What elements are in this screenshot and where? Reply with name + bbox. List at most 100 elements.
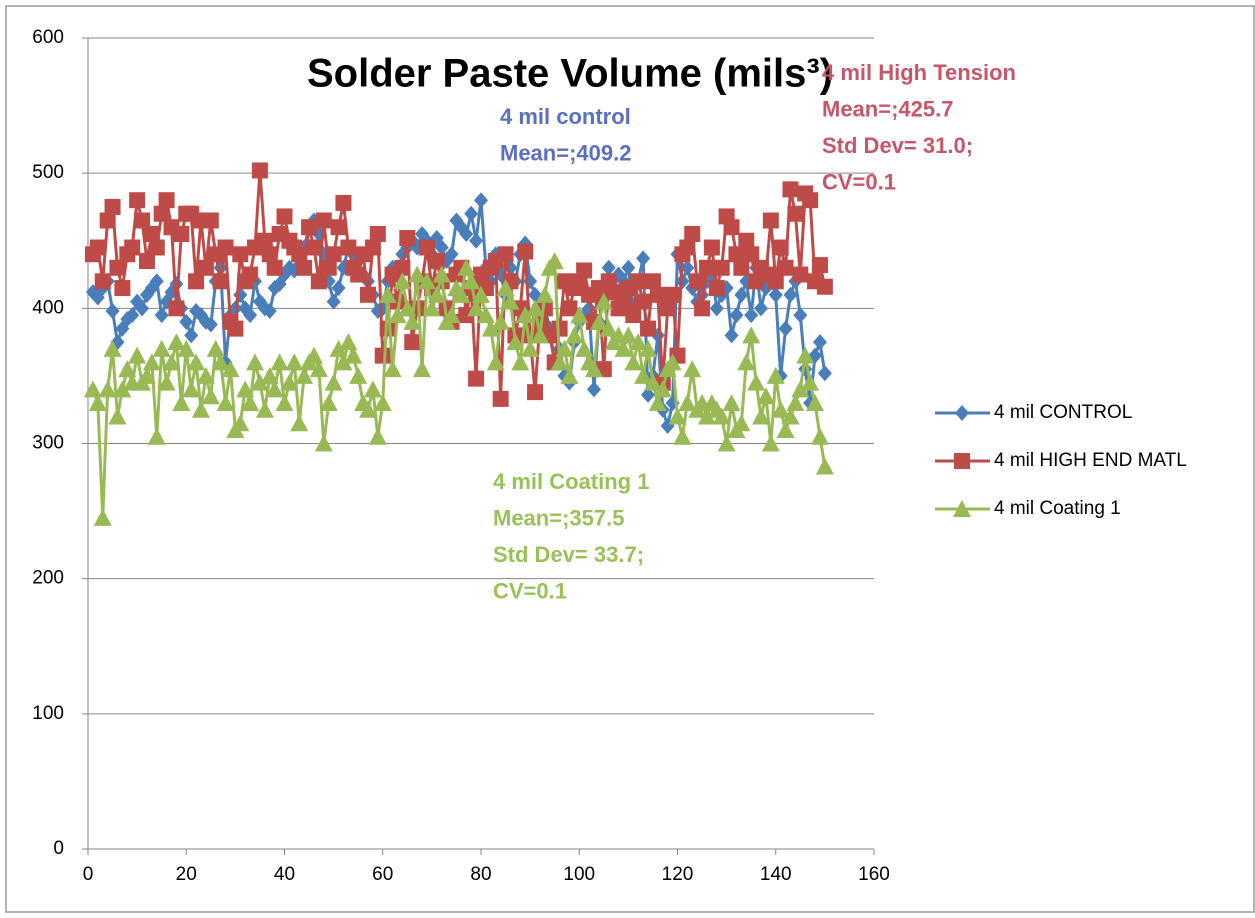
y-tick-label: 400 [32,297,64,318]
data-point [221,360,240,378]
data-point [545,252,564,270]
data-point [232,246,249,263]
data-point [206,339,225,357]
data-point [772,239,789,256]
data-point [378,285,397,303]
data-point [756,387,775,405]
data-point [444,246,459,263]
data-point [270,353,289,371]
data-point [728,246,745,263]
data-point [810,427,829,445]
data-point [212,273,229,290]
data-point [767,273,784,290]
annotation: CV=0.1 [493,578,567,603]
data-point [148,239,165,256]
data-point [363,380,382,398]
data-point [404,334,421,351]
data-point [129,192,146,209]
data-point [187,353,206,371]
x-tick-label: 20 [176,864,197,885]
data-point [565,326,584,344]
data-point [265,380,284,398]
data-point [255,400,274,418]
data-point [339,333,358,351]
data-point [134,212,151,229]
data-point [673,427,692,445]
data-point [783,286,798,303]
data-point [679,239,696,256]
data-point [815,457,834,475]
data-point [202,212,219,229]
data-point [734,286,749,303]
data-point [216,393,235,411]
data-point [689,273,706,290]
data-point [664,286,681,303]
data-point [113,380,132,398]
data-point [792,266,809,283]
data-point [173,225,190,242]
data-point [521,339,540,357]
data-point [817,365,832,382]
data-point [236,380,255,398]
data-point [109,259,126,276]
data-point [722,393,741,411]
data-point [152,339,171,357]
data-point [349,366,368,384]
data-point [368,427,387,445]
data-point [668,407,687,425]
annotation: Mean=;409.2 [500,140,631,165]
data-point [243,307,258,324]
x-tick-label: 120 [662,864,694,885]
data-point [584,360,603,378]
data-point [285,353,304,371]
data-point [791,380,810,398]
data-point [576,262,593,279]
data-point [309,360,328,378]
data-point [697,407,716,425]
data-point [801,373,820,391]
annotation: 4 mil High Tension [822,60,1016,85]
data-point [398,299,417,317]
data-point [325,246,342,263]
data-point [330,219,347,236]
data-point [118,360,137,378]
legend-label: 4 mil Coating 1 [994,498,1121,519]
data-point [555,339,574,357]
data-point [137,366,156,384]
data-point [481,319,500,337]
data-point [599,319,618,337]
data-point [771,400,790,418]
data-point [535,285,554,303]
data-point [399,230,416,247]
legend-label: 4 mil HIGH END MATL [994,450,1187,471]
data-point [168,300,185,317]
data-point [314,434,333,452]
y-tick-label: 500 [32,162,64,183]
data-point [105,303,120,320]
data-point [648,393,667,411]
data-point [649,286,666,303]
data-point [680,259,695,276]
data-point [812,334,827,351]
x-tick-label: 60 [372,864,393,885]
data-point [615,293,632,310]
chart-frame [5,5,1255,913]
data-point [128,346,147,364]
data-point [476,306,495,324]
data-point [486,353,505,371]
data-point [497,246,514,263]
data-point [104,198,121,215]
data-point [114,280,131,297]
data-point [678,393,697,411]
data-point [776,420,795,438]
data-point [251,162,268,179]
data-point [762,212,779,229]
data-point [516,306,535,324]
data-point [360,286,377,303]
data-point [188,273,205,290]
data-point [266,259,283,276]
y-tick-label: 100 [32,703,64,724]
data-point [643,373,662,391]
data-point [708,280,725,297]
